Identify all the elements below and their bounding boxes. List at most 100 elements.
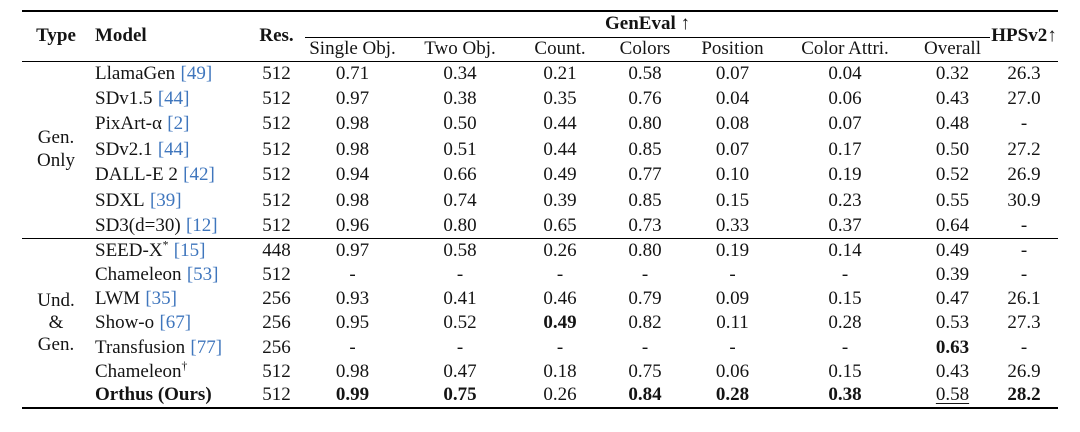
metric-value: 0.08 (715, 113, 750, 135)
metric-cell: 0.82 (600, 311, 690, 335)
metric-cell: - (305, 335, 400, 359)
type-group-label: Gen. Only (37, 127, 75, 171)
citation-link[interactable]: [49] (180, 62, 213, 84)
citation-link[interactable]: [53] (186, 264, 219, 286)
metric-value: 0.99 (335, 384, 370, 406)
metric-cell: 0.17 (775, 137, 915, 162)
column-header-res: Res. (248, 11, 305, 62)
hpsv2-value: - (1020, 240, 1028, 262)
metric-value: 0.95 (335, 312, 370, 334)
citation-link[interactable]: [12] (185, 214, 218, 236)
citation-link[interactable]: [67] (159, 312, 192, 334)
column-header-type: Type (22, 11, 90, 62)
citation-link[interactable]: [39] (149, 189, 182, 211)
metric-cell: 0.53 (915, 311, 990, 335)
metric-cell: 0.37 (775, 213, 915, 238)
metric-cell: 0.93 (305, 287, 400, 311)
metric-value: 0.04 (715, 88, 750, 110)
hpsv2-value: 27.3 (1007, 312, 1041, 334)
metric-cell: 0.99 (305, 384, 400, 408)
metric-cell: 0.85 (600, 188, 690, 213)
table-header: Type Model Res. GenEval ↑ HPSv2↑ Single … (22, 11, 1058, 62)
metric-cell: 0.98 (305, 360, 400, 384)
metric-cell: 0.15 (775, 360, 915, 384)
res-cell: 512 (262, 214, 291, 236)
metric-value: 0.50 (443, 113, 477, 135)
metric-cell: 0.06 (775, 86, 915, 111)
metric-cell: 0.34 (400, 61, 520, 86)
metric-cell: 0.55 (915, 188, 990, 213)
metric-value: 0.79 (628, 288, 662, 310)
citation-link[interactable]: [44] (157, 138, 190, 160)
metric-value: 0.80 (443, 214, 477, 236)
metric-cell: 0.51 (400, 137, 520, 162)
metric-value: 0.49 (543, 312, 577, 334)
metric-cell: 0.63 (915, 335, 990, 359)
metric-cell: 0.23 (775, 188, 915, 213)
column-header-geneval: GenEval ↑ (305, 11, 990, 38)
citation-link[interactable]: [77] (190, 336, 223, 358)
metric-cell: 0.58 (400, 238, 520, 263)
citation-link[interactable]: [15] (173, 240, 206, 262)
metric-cell: 0.84 (600, 384, 690, 408)
model-cell: DALL-E 2 [42] (90, 163, 248, 188)
hpsv2-cell: 27.2 (990, 137, 1058, 162)
model-name: LWM (95, 288, 141, 310)
citation-link[interactable]: [44] (157, 88, 190, 110)
metric-value: 0.07 (715, 138, 750, 160)
metric-value: 0.11 (716, 312, 749, 334)
hpsv2-value: 27.0 (1007, 88, 1041, 110)
metric-value: 0.14 (828, 240, 862, 262)
metric-value: 0.39 (543, 189, 577, 211)
header-row-subcolumns: Single Obj. Two Obj. Count. Colors Position C… (22, 37, 1058, 62)
metric-cell: - (690, 335, 775, 359)
metric-value: 0.28 (715, 384, 750, 406)
column-subheader: Color Attri. (775, 37, 915, 62)
metric-value: 0.58 (935, 384, 970, 406)
table-row: Chameleon† 512 0.98 0.47 0.18 0.75 0.06 0.15 0.4… (22, 360, 1058, 384)
metric-value: 0.48 (935, 113, 970, 135)
citation-link[interactable]: [2] (167, 113, 190, 135)
model-cell: Chameleon† (90, 360, 248, 384)
res-cell: 512 (262, 138, 291, 160)
hpsv2-cell: - (990, 263, 1058, 287)
hpsv2-value: - (1020, 113, 1028, 135)
metric-cell: 0.38 (400, 86, 520, 111)
metric-value: - (349, 264, 356, 286)
hpsv2-cell: 27.0 (990, 86, 1058, 111)
metric-value: 0.15 (828, 360, 862, 382)
metric-value: 0.75 (628, 360, 662, 382)
metric-value: 0.26 (543, 384, 577, 406)
metric-cell: 0.49 (915, 238, 990, 263)
metric-cell: 0.79 (600, 287, 690, 311)
metric-value: 0.07 (715, 62, 750, 84)
metric-value: - (456, 264, 464, 286)
metric-value: - (641, 264, 649, 286)
metric-value: 0.80 (628, 240, 662, 262)
metric-value: 0.06 (828, 88, 862, 110)
metric-cell: - (600, 335, 690, 359)
metric-value: - (729, 264, 736, 286)
model-name: SEED-X (95, 240, 163, 262)
hpsv2-cell: 30.9 (990, 188, 1058, 213)
metric-value: 0.35 (543, 88, 577, 110)
metric-cell: 0.28 (690, 384, 775, 408)
metric-value: 0.17 (828, 138, 862, 160)
model-cell: PixArt-α [2] (90, 112, 248, 137)
metric-value: - (729, 336, 736, 358)
metric-cell: 0.07 (690, 137, 775, 162)
metric-value: 0.44 (543, 113, 577, 135)
hpsv2-value: 30.9 (1007, 189, 1041, 211)
hpsv2-value: 26.9 (1007, 164, 1041, 186)
metric-value: 0.41 (443, 288, 477, 310)
metric-cell: 0.94 (305, 163, 400, 188)
citation-link[interactable]: [42] (183, 164, 215, 186)
column-subheader: Two Obj. (400, 37, 520, 62)
hpsv2-value: 26.1 (1007, 288, 1041, 310)
hpsv2-value: 28.2 (1007, 384, 1041, 406)
table-row: Show-o [67] 256 0.95 0.52 0.49 0.82 0.11 0.28 0.5… (22, 311, 1058, 335)
citation-link[interactable]: [35] (145, 288, 177, 310)
metric-cell: 0.80 (600, 238, 690, 263)
hpsv2-cell: - (990, 112, 1058, 137)
metric-cell: 0.06 (690, 360, 775, 384)
